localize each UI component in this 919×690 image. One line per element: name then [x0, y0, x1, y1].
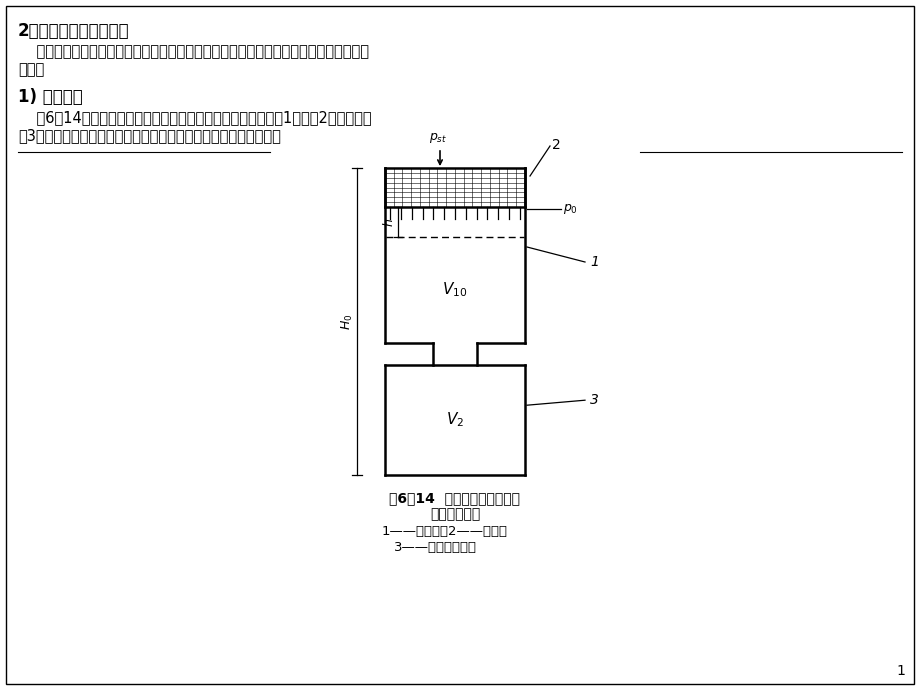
Text: $p_0$: $p_0$ — [562, 202, 577, 216]
Text: 3: 3 — [589, 393, 598, 407]
Text: 1: 1 — [895, 664, 904, 678]
Text: 1——工作缸；2——活塞，: 1——工作缸；2——活塞， — [381, 525, 507, 538]
Text: 图6－14  套筒式空气弹簧的工: 图6－14 套筒式空气弹簧的工 — [389, 491, 520, 505]
Text: 原理。: 原理。 — [18, 62, 44, 77]
Text: 为了便于分析和了解空气弹簧的工作特性，现以最简单的套筒式空气弹簧来说明其基本: 为了便于分析和了解空气弹簧的工作特性，现以最简单的套筒式空气弹簧来说明其基本 — [18, 44, 369, 59]
Text: 2: 2 — [551, 138, 561, 152]
Text: $V_2$: $V_2$ — [446, 411, 463, 429]
Text: $p_{st}$: $p_{st}$ — [428, 131, 447, 145]
Text: 作原理示意图: 作原理示意图 — [429, 507, 480, 521]
Text: 图6－14是套筒式空气弹簧的工作原理示意图，它是由工作缸1、活塞2和附加空气: 图6－14是套筒式空气弹簧的工作原理示意图，它是由工作缸1、活塞2和附加空气 — [18, 110, 371, 125]
Text: 室3组成的。这种空气弹簧是利用空气的可压缩性来实现其弹性的。: 室3组成的。这种空气弹簧是利用空气的可压缩性来实现其弹性的。 — [18, 128, 280, 143]
Text: 1: 1 — [589, 255, 598, 269]
Text: $h$: $h$ — [381, 217, 395, 226]
Text: 3——附加空气室。: 3——附加空气室。 — [393, 541, 476, 554]
Text: 1) 基本结构: 1) 基本结构 — [18, 88, 83, 106]
Text: $H_0$: $H_0$ — [339, 313, 354, 330]
Text: $V_{10}$: $V_{10}$ — [442, 281, 467, 299]
Text: 2．空气弹簧的基本原理: 2．空气弹簧的基本原理 — [18, 22, 130, 40]
